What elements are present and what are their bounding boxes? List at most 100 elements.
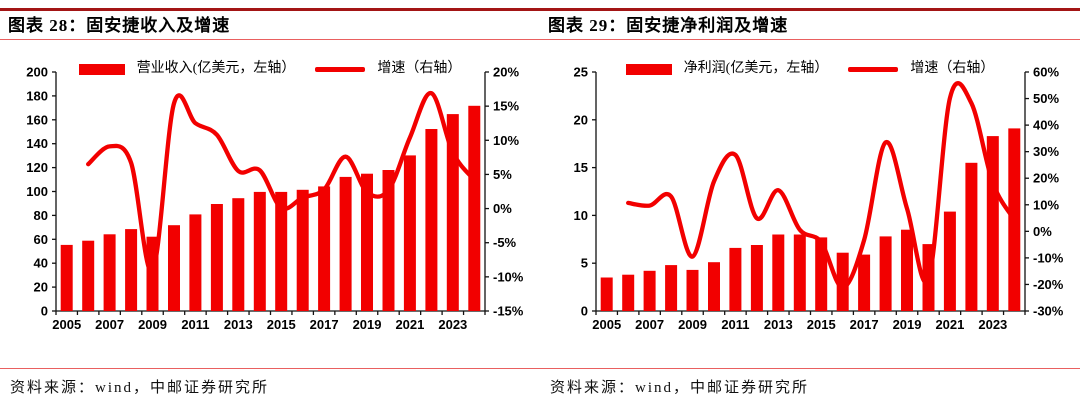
bar-2019 <box>901 229 913 311</box>
net-profit-growth-chart: 0 5 10 15 20 25 -30% -20% -10% 0% 10% 20% 30% 40% 50% 6… <box>540 40 1080 332</box>
left-axis-tick-label: 40 <box>34 256 48 271</box>
x-axis-tick-label: 2013 <box>764 317 793 332</box>
bar-2018 <box>339 176 352 311</box>
left-axis-tick-label: 25 <box>574 65 588 80</box>
x-axis-tick-label: 2005 <box>592 317 621 332</box>
right-axis-tick-label: 20% <box>493 65 519 80</box>
left-axis-tick-label: 0 <box>581 304 588 319</box>
bar-2011 <box>189 214 202 311</box>
bar-2017 <box>318 186 331 311</box>
revenue-growth-chart-canvas: 0 20 40 60 80 100 120 140 160 180 200 -15% -10% -5% 0%… <box>26 65 524 333</box>
right-axis-tick-label: 40% <box>1033 118 1059 133</box>
bar-2015 <box>815 237 828 311</box>
right-axis-tick-label: 50% <box>1033 91 1059 106</box>
x-axis-tick-label: 2017 <box>310 317 339 332</box>
top-rule <box>0 8 540 11</box>
right-axis-tick-label: 0% <box>493 201 512 216</box>
bar-2022 <box>965 162 978 311</box>
footer-rule <box>540 368 1080 369</box>
right-axis-tick-label: 60% <box>1033 65 1059 80</box>
bar-2012 <box>750 245 763 311</box>
footer-rule <box>0 368 540 369</box>
bar-2018 <box>879 236 892 311</box>
figure-title: 图表 28：固安捷收入及增速 <box>8 16 231 35</box>
right-axis-tick-label: -20% <box>1033 277 1064 292</box>
x-axis-tick-label: 2019 <box>353 317 382 332</box>
bar-2009 <box>686 269 699 311</box>
bar-2007 <box>643 270 656 311</box>
bar-2013 <box>232 198 245 311</box>
x-axis-tick-label: 2021 <box>935 317 964 332</box>
figure-title: 图表 29：固安捷净利润及增速 <box>548 16 789 35</box>
title-divider-rule <box>0 39 540 40</box>
x-axis-tick-label: 2009 <box>138 317 167 332</box>
bar-2007 <box>103 234 116 311</box>
bar-2005 <box>600 277 613 311</box>
bar-2008 <box>125 229 138 311</box>
right-axis-tick-label: 15% <box>493 99 519 114</box>
right-axis-tick-label: 0% <box>1033 224 1052 239</box>
bar-2005 <box>60 244 73 311</box>
left-axis-tick-label: 180 <box>26 88 48 103</box>
bar-2013 <box>772 234 785 311</box>
source-note: 资料来源：wind，中邮证券研究所 <box>550 380 810 396</box>
right-axis-tick-label: -10% <box>1033 250 1064 265</box>
net-profit-growth-chart-canvas: 0 5 10 15 20 25 -30% -20% -10% 0% 10% 20% 30% 40% 50% 6… <box>574 65 1064 333</box>
title-divider-rule <box>540 39 1080 40</box>
x-axis-tick-label: 2007 <box>95 317 124 332</box>
left-axis-tick-label: 15 <box>574 160 588 175</box>
left-axis-tick-label: 60 <box>34 232 48 247</box>
right-axis-tick-label: -15% <box>493 304 524 319</box>
right-axis-tick-label: 30% <box>1033 144 1059 159</box>
bar-2012 <box>210 204 223 311</box>
growth-line <box>626 81 1017 290</box>
left-axis-tick-label: 80 <box>34 208 48 223</box>
bar-2021 <box>943 211 956 311</box>
revenue-growth-chart: 0 20 40 60 80 100 120 140 160 180 200 -15% -10% -5% 0%… <box>0 40 540 332</box>
right-axis-tick-label: 10% <box>493 133 519 148</box>
x-axis-tick-label: 2015 <box>807 317 836 332</box>
bar-2014 <box>793 234 806 311</box>
bar-2010 <box>708 262 720 311</box>
right-axis-tick-label: 5% <box>493 167 512 182</box>
x-axis-tick-label: 2009 <box>678 317 707 332</box>
x-axis-tick-label: 2011 <box>721 317 749 332</box>
bar-2021 <box>403 155 416 311</box>
left-axis-tick-label: 120 <box>26 160 48 175</box>
left-axis-tick-label: 20 <box>574 112 588 127</box>
right-axis-tick-label: 20% <box>1033 171 1059 186</box>
x-axis-tick-label: 2015 <box>267 317 296 332</box>
right-axis-tick-label: -5% <box>493 235 517 250</box>
figure-panel-29: 图表 29：固安捷净利润及增速 0 5 10 15 20 25 -30% -20% -10% 0%… <box>540 0 1080 398</box>
bar-2023 <box>446 114 459 311</box>
bar-2008 <box>665 265 678 311</box>
x-axis-tick-label: 2021 <box>395 317 424 332</box>
left-axis-tick-label: 200 <box>26 65 48 80</box>
x-axis-tick-label: 2013 <box>224 317 253 332</box>
x-axis-tick-label: 2007 <box>635 317 664 332</box>
x-axis-tick-label: 2017 <box>850 317 879 332</box>
right-axis-tick-label: 10% <box>1033 197 1059 212</box>
bar-2014 <box>253 191 266 311</box>
bar-2022 <box>425 129 438 311</box>
left-axis-tick-label: 140 <box>26 136 48 151</box>
bar-2016 <box>836 252 849 311</box>
bar-2019 <box>361 173 373 311</box>
bar-2006 <box>82 240 95 311</box>
left-axis-tick-label: 10 <box>574 208 588 223</box>
source-note: 资料来源：wind，中邮证券研究所 <box>10 380 270 396</box>
left-axis-tick-label: 0 <box>41 304 48 319</box>
two-figure-row: 图表 28：固安捷收入及增速 0 20 40 60 80 100 120 140 160 180 2… <box>0 0 1080 398</box>
bar-2024 <box>468 105 481 311</box>
growth-line <box>86 91 477 274</box>
x-axis-tick-label: 2023 <box>438 317 467 332</box>
x-axis-tick-label: 2005 <box>52 317 81 332</box>
bar-2017 <box>858 254 871 311</box>
bar-2006 <box>622 274 635 311</box>
figure-panel-28: 图表 28：固安捷收入及增速 0 20 40 60 80 100 120 140 160 180 2… <box>0 0 540 398</box>
x-axis-tick-label: 2023 <box>978 317 1007 332</box>
right-axis-tick-label: -30% <box>1033 304 1064 319</box>
top-rule <box>540 8 1080 11</box>
x-axis-tick-label: 2019 <box>893 317 922 332</box>
bar-2015 <box>275 191 288 311</box>
